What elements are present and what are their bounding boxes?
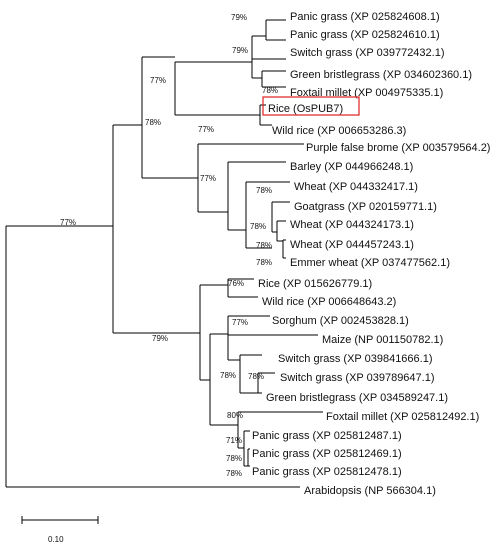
bootstrap-value: 78% <box>145 118 161 127</box>
leaf-label: Panic grass (XP 025824608.1) <box>290 11 440 23</box>
branch-clade-a1a <box>174 61 260 116</box>
leaf-label: Foxtail millet (XP 025812492.1) <box>326 411 479 423</box>
branch-a1b-in <box>220 143 304 231</box>
leaf-label: Wild rice (XP 006648643.2) <box>262 296 396 308</box>
leaf-label: Switch grass (XP 039772432.1) <box>290 47 445 59</box>
bootstrap-value: 78% <box>256 241 272 250</box>
leaf-label: Switch grass (XP 039841666.1) <box>278 353 433 365</box>
branch-rice-wild2 <box>227 278 258 298</box>
leaf-label: Panic grass (XP 025812487.1) <box>252 430 402 442</box>
branch-a1b <box>197 143 228 213</box>
leaf-label: Foxtail millet (XP 004975335.1) <box>290 87 443 99</box>
bootstrap-value: 77% <box>232 318 248 327</box>
branch-sorghum-maize <box>227 315 318 361</box>
leaf-label: Wheat (XP 044332417.1) <box>294 181 418 193</box>
tree-branches <box>5 19 323 488</box>
bootstrap-value: 79% <box>231 13 247 22</box>
bootstrap-value: 78% <box>250 222 266 231</box>
bootstrap-value: 78% <box>256 258 272 267</box>
leaf-label: Panic grass (XP 025812478.1) <box>252 466 402 478</box>
bootstrap-value: 78% <box>256 186 272 195</box>
branch-foxtail2 <box>237 411 323 449</box>
leaf-label: Emmer wheat (XP 037477562.1) <box>290 257 450 269</box>
highlight-box <box>262 96 360 116</box>
leaf-label: Green bristlegrass (XP 034602360.1) <box>290 69 472 81</box>
branch-wheat-a <box>271 201 290 233</box>
leaf-label: Rice (XP 015626779.1) <box>258 278 372 290</box>
branch-wheat-c <box>280 220 286 259</box>
bootstrap-value: 77% <box>60 218 76 227</box>
bootstrap-value: 79% <box>232 46 248 55</box>
leaf-label: Green bristlegrass (XP 034589247.1) <box>266 392 448 404</box>
bootstrap-value: 77% <box>200 174 216 183</box>
leaf-label: Rice (OsPUB7) <box>268 103 343 115</box>
bootstrap-value: 78% <box>226 469 242 478</box>
bootstrap-value: 78% <box>248 372 264 381</box>
branch-clade-a1 <box>141 56 198 179</box>
bootstrap-value: 79% <box>152 334 168 343</box>
branch-b-in <box>209 333 238 426</box>
leaf-label: Switch grass (XP 039789647.1) <box>280 372 435 384</box>
scale-bar-label: 0.10 <box>48 535 64 544</box>
branch-panic-triple <box>243 430 250 467</box>
leaf-label: Sorghum (XP 002453828.1) <box>272 315 409 327</box>
branch-clade-a <box>112 124 200 334</box>
leaf-label: Maize (NP 001150782.1) <box>322 334 443 346</box>
leaf-labels: Panic grass (XP 025824608.1) Panic grass … <box>252 11 490 497</box>
leaf-label: Wheat (XP 044457243.1) <box>290 239 414 251</box>
bootstrap-labels: 79% 79% 78% 77% 77% 78% 77% 78% 78% 78% 78% 77% 76% 7… <box>60 13 278 478</box>
leaf-label: Goatgrass (XP 020159771.1) <box>294 201 437 213</box>
branch-clade-b <box>199 284 228 381</box>
branch-root <box>5 225 300 488</box>
scale-bar: 0.10 <box>21 516 99 544</box>
bootstrap-value: 77% <box>198 125 214 134</box>
branch-switch-pair <box>257 372 275 394</box>
branch-wheat-group <box>245 181 290 249</box>
leaf-label: Panic grass (XP 025812469.1) <box>252 448 402 460</box>
leaf-label: Arabidopsis (NP 566304.1) <box>304 485 436 497</box>
leaf-label: Wild rice (XP 006653286.3) <box>272 125 406 137</box>
bootstrap-value: 71% <box>226 436 242 445</box>
branch-bristle-foxtail <box>261 70 286 88</box>
branch-panic-pair <box>252 19 286 60</box>
bootstrap-value: 76% <box>228 279 244 288</box>
bootstrap-value: 77% <box>150 76 166 85</box>
leaf-label: Barley (XP 044966248.1) <box>290 161 413 173</box>
scale-bar-line <box>21 516 99 524</box>
leaf-label: Purple false brome (XP 003579564.2) <box>306 142 490 154</box>
leaf-label: Wheat (XP 044324173.1) <box>290 219 414 231</box>
bootstrap-value: 78% <box>226 454 242 463</box>
branch-wheat-b <box>276 220 283 242</box>
leaf-label: Panic grass (XP 025824610.1) <box>290 29 440 41</box>
bootstrap-value: 78% <box>220 371 236 380</box>
bootstrap-value: 78% <box>262 86 278 95</box>
bootstrap-value: 80% <box>227 411 243 420</box>
branch-switch-group <box>239 354 262 394</box>
branch-clade-a1a-top <box>251 35 266 79</box>
